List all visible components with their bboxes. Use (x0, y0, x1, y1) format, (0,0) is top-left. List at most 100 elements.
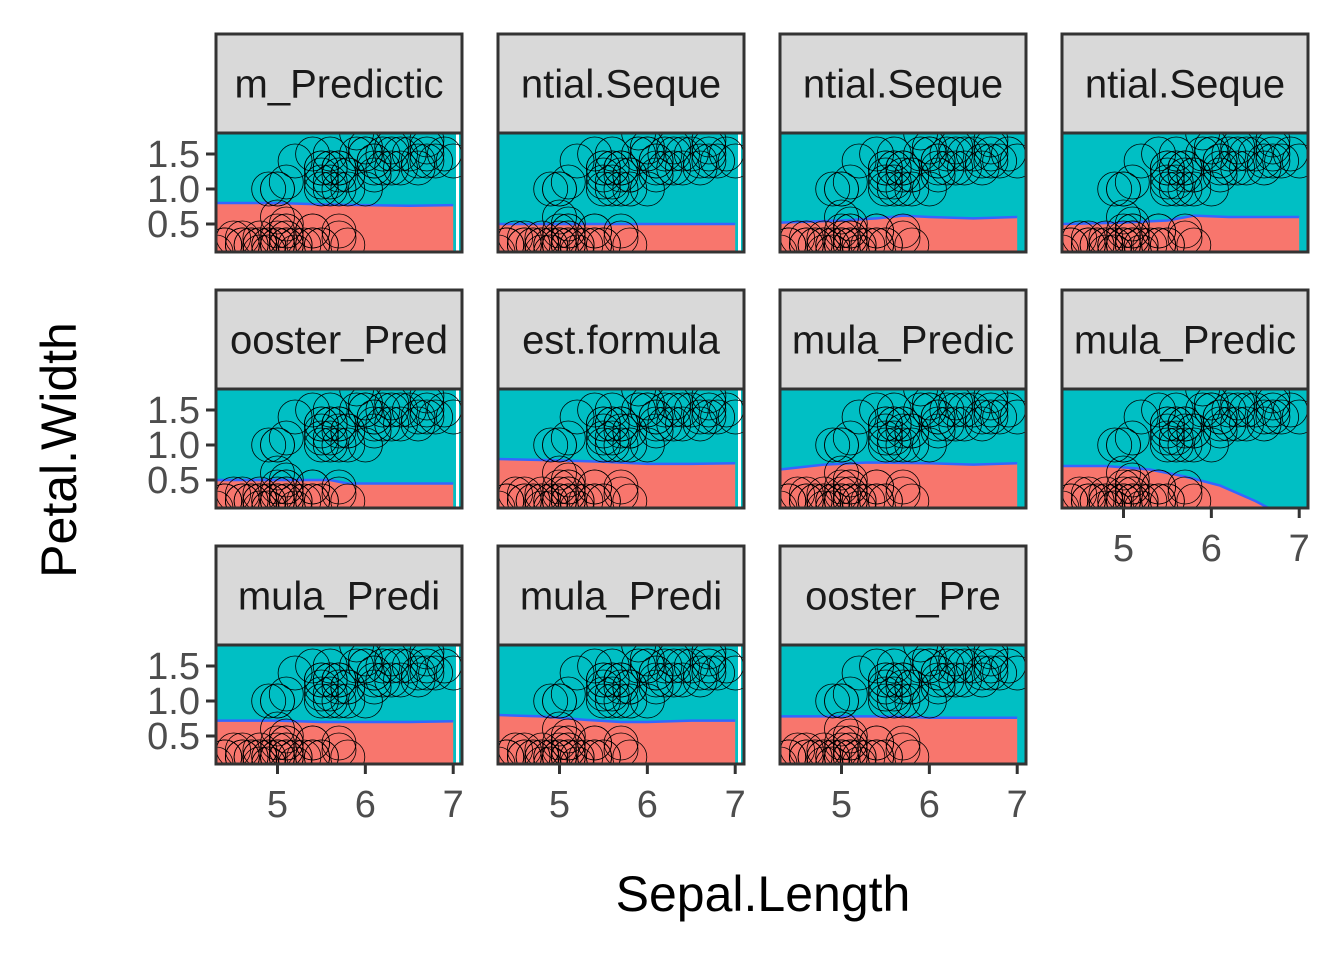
data-point (638, 413, 674, 449)
data-point (876, 136, 912, 172)
panel-border (778, 387, 1028, 510)
data-point (647, 392, 683, 428)
data-point (303, 150, 339, 186)
data-point (321, 732, 357, 764)
decision-boundary (780, 461, 1018, 471)
data-point (1132, 227, 1168, 252)
data-point (920, 157, 956, 193)
data-point (603, 732, 639, 764)
data-point (533, 234, 569, 252)
data-point (868, 420, 903, 456)
data-point (268, 164, 304, 200)
data-point (260, 171, 295, 207)
data-point (1123, 227, 1159, 252)
data-point (1097, 234, 1133, 252)
data-point (656, 406, 692, 442)
data-point (656, 150, 692, 186)
data-point (1150, 150, 1185, 186)
data-point (356, 655, 392, 691)
data-point (348, 133, 383, 165)
data-point (841, 234, 877, 252)
y-tick-label: 0.5 (147, 716, 200, 758)
facet-strip (1060, 288, 1310, 391)
data-point (365, 136, 401, 172)
data-point (885, 171, 921, 207)
facet-panel: ntial.Seque (496, 32, 746, 254)
data-point (550, 164, 586, 200)
data-point (603, 476, 639, 508)
data-point (700, 655, 735, 691)
data-point (374, 406, 410, 442)
data-point (330, 483, 366, 508)
data-point (216, 483, 243, 508)
data-point (347, 683, 383, 719)
data-point (868, 676, 903, 712)
data-point (559, 234, 595, 252)
data-point (832, 462, 868, 498)
data-point (507, 483, 542, 508)
data-point (1062, 227, 1089, 252)
data-point (374, 150, 410, 186)
data-point (929, 648, 965, 684)
data-point (815, 683, 851, 719)
panel-border (1060, 387, 1310, 510)
data-point (550, 718, 586, 754)
data-point (251, 227, 287, 252)
data-point (982, 655, 1017, 691)
data-point (903, 389, 938, 407)
data-point (330, 227, 366, 252)
data-point (1202, 413, 1238, 449)
data-point (780, 227, 807, 252)
panel-border (214, 643, 464, 766)
x-axis-title: Sepal.Length (616, 866, 911, 922)
data-point (321, 469, 357, 505)
data-point (999, 143, 1026, 179)
facet-panel: mula_Predi (214, 544, 464, 766)
data-point (277, 234, 313, 252)
facet-strip-label: ooster_Pred (230, 319, 448, 363)
y-tick-label: 1.0 (147, 681, 200, 723)
data-point (1150, 483, 1185, 508)
panel-border (214, 387, 464, 510)
panel-border (1060, 131, 1310, 254)
data-point (260, 683, 295, 719)
data-point (832, 676, 868, 712)
data-point (832, 420, 868, 456)
data-point (1281, 399, 1308, 435)
data-point (277, 739, 313, 764)
data-point (682, 143, 718, 179)
data-point (533, 683, 569, 719)
decision-boundary (216, 719, 454, 724)
data-point (303, 406, 339, 442)
data-point (841, 483, 877, 508)
data-point (533, 746, 569, 764)
y-tick-label: 0.5 (147, 204, 200, 246)
data-point (1194, 133, 1229, 165)
data-point (321, 476, 357, 508)
data-point (841, 227, 877, 252)
facet-strip (214, 32, 464, 135)
data-point (982, 399, 1017, 435)
data-point (955, 392, 991, 428)
data-point (409, 655, 445, 691)
panel-border (496, 643, 746, 766)
data-point (542, 739, 577, 764)
data-point (1255, 399, 1291, 435)
data-point (1194, 389, 1229, 421)
data-point (973, 136, 1009, 172)
data-point (964, 399, 1000, 435)
data-point (594, 171, 630, 207)
data-point (321, 220, 357, 252)
data-point (400, 399, 436, 435)
data-point (533, 427, 569, 463)
data-point (903, 133, 938, 151)
data-point (691, 392, 727, 428)
data-point (507, 739, 542, 764)
data-point (912, 133, 947, 165)
data-point (780, 739, 807, 764)
data-point (1167, 171, 1203, 207)
x-tick-label: 6 (919, 784, 940, 826)
data-point (312, 164, 348, 200)
facet-strip-label: ntial.Seque (803, 63, 1003, 107)
data-point (1114, 476, 1150, 508)
